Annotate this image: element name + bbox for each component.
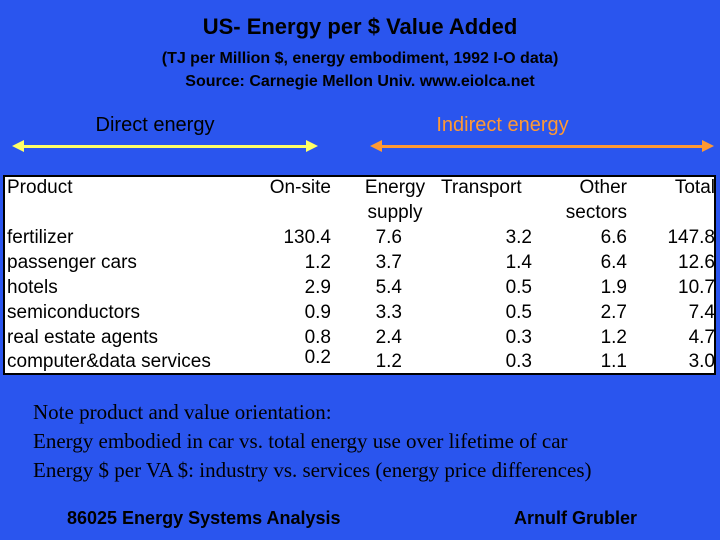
row-transport: 3.2 (505, 227, 532, 248)
header-transport: Transport (441, 177, 522, 198)
header-onsite: On-site (269, 177, 331, 198)
notes: Note product and value orientation: Ener… (33, 398, 713, 485)
row-total: 4.7 (688, 327, 715, 348)
slide-source: Source: Carnegie Mellon Univ. www.eiolca… (185, 73, 535, 90)
slide-title: US- Energy per $ Value Added (202, 14, 518, 39)
direct-energy-arrow (12, 139, 318, 153)
row-total: 10.7 (678, 277, 715, 298)
row-product: passenger cars (7, 252, 137, 273)
footer-course: 86025 Energy Systems Analysis (67, 508, 341, 528)
note-line: Energy embodied in car vs. total energy … (33, 429, 568, 453)
row-energy-supply: 3.7 (375, 252, 402, 273)
row-onsite: 130.4 (283, 227, 331, 248)
direct-energy-label: Direct energy (95, 114, 215, 136)
header-other-sectors-line2: sectors (565, 202, 627, 223)
row-energy-supply: 2.4 (375, 327, 402, 348)
row-onsite: 0.2 (304, 347, 331, 368)
row-transport: 0.3 (505, 351, 532, 372)
row-other-sectors: 1.9 (600, 277, 627, 298)
row-product: real estate agents (7, 327, 159, 348)
row-other-sectors: 1.2 (600, 327, 627, 348)
slide-subtitle: (TJ per Million $, energy embodiment, 19… (161, 50, 559, 67)
row-onsite: 0.9 (304, 302, 331, 323)
row-energy-supply: 3.3 (375, 302, 402, 323)
row-onsite: 2.9 (304, 277, 331, 298)
note-line: Energy $ per VA $: industry vs. services… (33, 458, 592, 482)
row-other-sectors: 6.6 (600, 227, 627, 248)
header-total: Total (674, 177, 715, 198)
row-onsite: 0.8 (304, 327, 331, 348)
row-energy-supply: 1.2 (375, 351, 402, 372)
row-total: 7.4 (688, 302, 715, 323)
row-product: semiconductors (7, 302, 141, 323)
row-product: computer&data services (7, 351, 211, 372)
indirect-energy-label: Indirect energy (436, 114, 569, 136)
row-product: hotels (7, 277, 58, 298)
row-transport: 0.3 (505, 327, 532, 348)
energy-table: Product On-site Energy supply Transport … (3, 175, 716, 375)
header-other-sectors-line1: Other (579, 177, 627, 198)
row-other-sectors: 6.4 (600, 252, 627, 273)
footer-author: Arnulf Grubler (514, 508, 638, 528)
note-line: Note product and value orientation: (33, 400, 332, 424)
row-total: 3.0 (688, 351, 715, 372)
indirect-energy-arrow (370, 139, 714, 153)
row-total: 147.8 (667, 227, 715, 248)
row-other-sectors: 2.7 (600, 302, 627, 323)
row-transport: 0.5 (505, 302, 532, 323)
row-product: fertilizer (7, 227, 74, 248)
row-energy-supply: 5.4 (375, 277, 402, 298)
header-energy-supply-line2: supply (367, 202, 423, 223)
header-energy-supply-line1: Energy (364, 177, 426, 198)
row-total: 12.6 (678, 252, 715, 273)
header-product: Product (7, 177, 73, 198)
row-transport: 1.4 (505, 252, 532, 273)
row-other-sectors: 1.1 (600, 351, 627, 372)
row-onsite: 1.2 (304, 252, 331, 273)
row-energy-supply: 7.6 (375, 227, 402, 248)
row-transport: 0.5 (505, 277, 532, 298)
